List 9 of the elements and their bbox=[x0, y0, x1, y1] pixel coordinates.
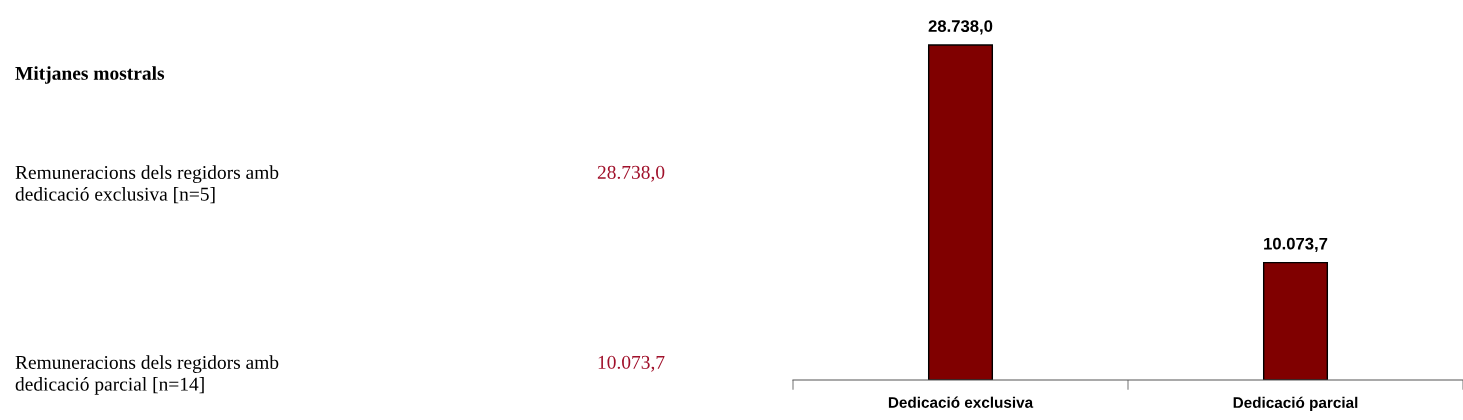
text: Mitjanes mostrals bbox=[15, 66, 165, 84]
text: 28.738,0 bbox=[597, 165, 665, 182]
text: 10.073,7 bbox=[598, 355, 665, 372]
text: Remuneracions dels regidors amb dedicació exclusiva [n=5] bbox=[15, 165, 279, 204]
data-label: 10.073,7 bbox=[1264, 237, 1328, 252]
x-tick-label: Dedicació exclusiva bbox=[888, 396, 1034, 408]
text: Remuneracions dels regidors amb dedicació parcial [n=14] bbox=[15, 355, 279, 395]
data-label: 28.738,0 bbox=[928, 20, 993, 35]
x-tick-label: Dedicació parcial bbox=[1233, 396, 1358, 412]
